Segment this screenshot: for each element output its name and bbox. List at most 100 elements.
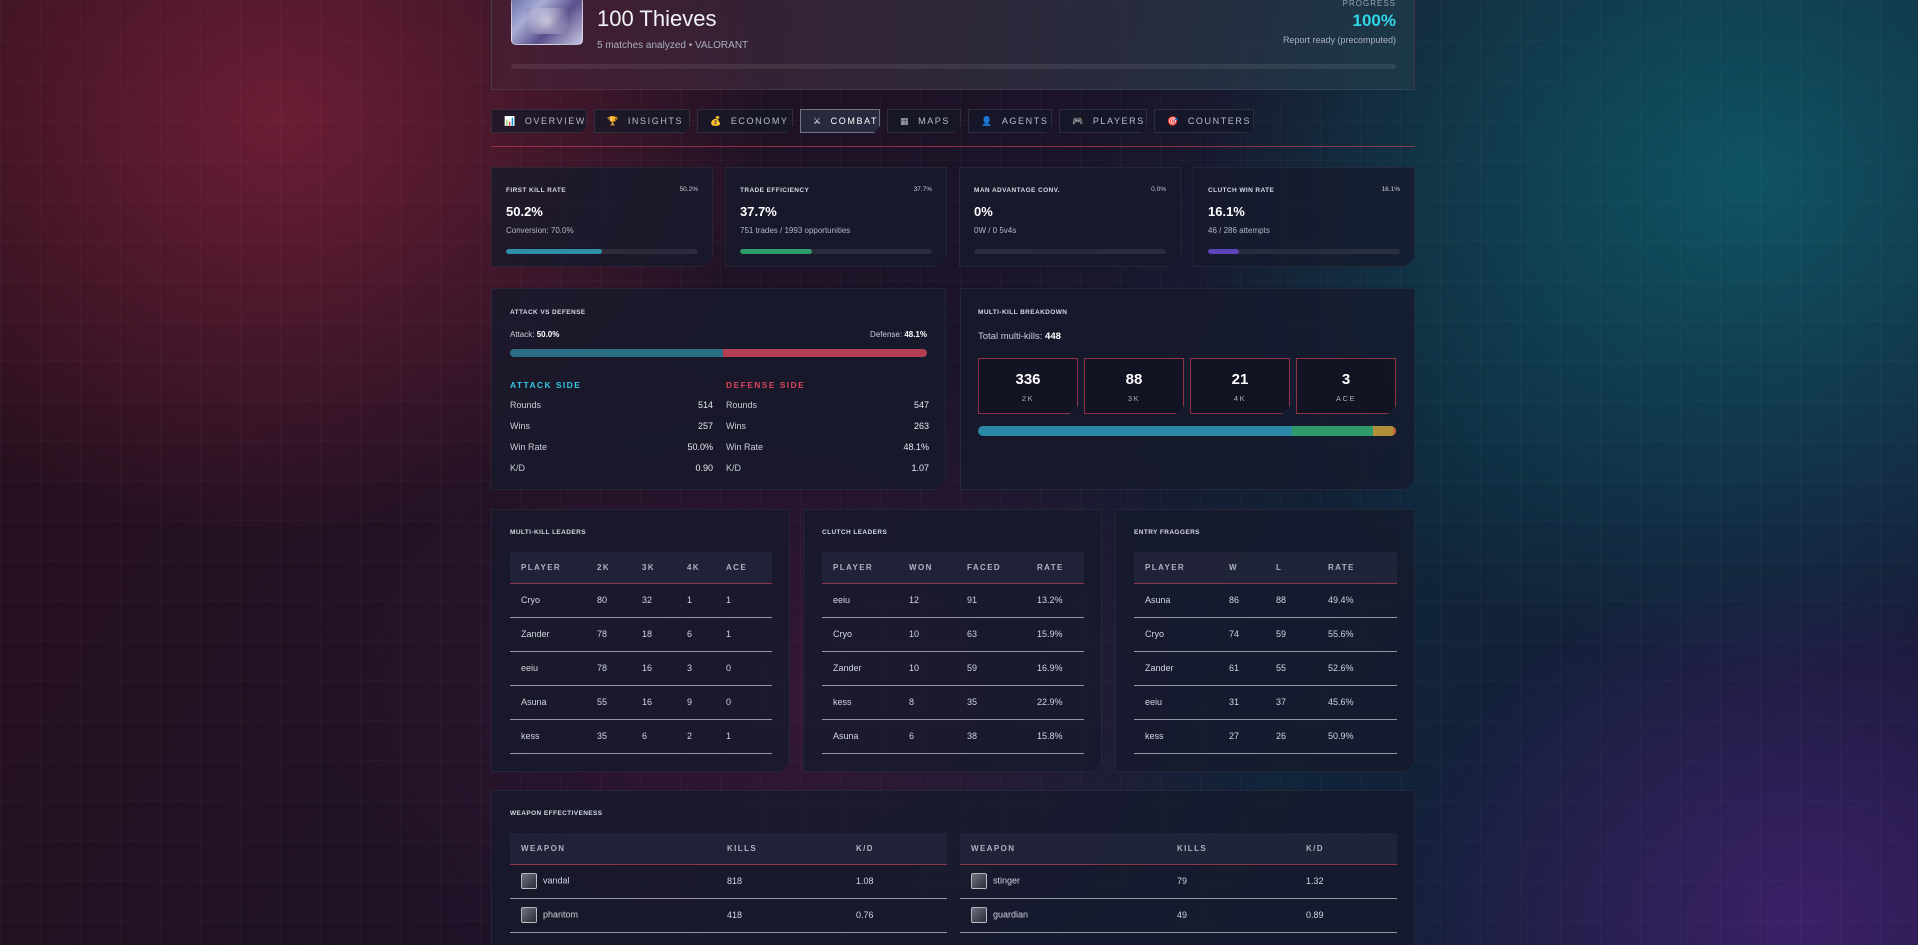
cell-text: phantom — [543, 909, 579, 920]
row-value-cell: 27 — [1218, 719, 1265, 753]
stat-card-clutch-win-rate: CLUTCH WIN RATE 16.1% 16.1% 46 / 286 attemp… — [1193, 167, 1415, 267]
table-header: PLAYER 2K 3K 4K ACE — [510, 552, 772, 583]
row-value-cell: 61 — [1218, 651, 1265, 685]
cell-text: 10 — [909, 629, 920, 639]
cell-text: 6 — [909, 731, 915, 741]
column-2k[interactable]: 2K — [586, 552, 631, 583]
tab-maps[interactable]: ▦ MAPS — [887, 109, 961, 133]
table-row[interactable]: eeiu 12 91 13.2% — [822, 583, 1084, 617]
row-value-cell: 0 — [715, 685, 772, 719]
table-row[interactable]: Zander 61 55 52.6% — [1134, 651, 1397, 685]
stat-title: CLUTCH WIN RATE — [1208, 187, 1275, 194]
row-value-cell: 91 — [956, 583, 1026, 617]
multi-kill-count: 88 — [1125, 371, 1143, 388]
table-row[interactable]: guardian 49 0.89 — [960, 898, 1397, 933]
table-row[interactable]: kess 8 35 22.9% — [822, 685, 1084, 719]
table-row[interactable]: kess 35 6 2 1 — [510, 719, 772, 753]
table-row[interactable]: Asuna 6 38 15.8% — [822, 719, 1084, 753]
multi-kill-segment — [1292, 426, 1374, 436]
side-row-win-rate: Win Rate 50.0% — [510, 442, 713, 456]
progress-label: PROGRESS — [1342, 0, 1396, 8]
column-kills[interactable]: KILLS — [1166, 833, 1295, 865]
row-value-cell: 37 — [1265, 685, 1317, 719]
cell-text: Cryo — [521, 595, 541, 605]
weapon-icon — [521, 907, 537, 923]
table-header: PLAYER W L RATE — [1134, 552, 1397, 583]
column-rate[interactable]: RATE — [1026, 552, 1084, 583]
row-value-cell: 55 — [586, 685, 631, 719]
column-l[interactable]: L — [1265, 552, 1317, 583]
stat-percent: 50.2% — [679, 186, 698, 193]
tab-label: INSIGHTS — [627, 116, 684, 126]
column-k-d[interactable]: K/D — [845, 833, 947, 865]
clutch-leaders-table: PLAYER WON FACED RATE eeiu 12 91 13.2% Cryo 10 63 1… — [822, 552, 1084, 754]
tab-counters[interactable]: 🎯 COUNTERS — [1154, 109, 1254, 133]
column-player[interactable]: PLAYER — [822, 552, 898, 583]
row-name-cell: Cryo — [1134, 617, 1218, 651]
stat-progress-track — [974, 249, 1166, 254]
tab-label: AGENTS — [1001, 116, 1049, 126]
table-row[interactable]: Cryo 80 32 1 1 — [510, 583, 772, 617]
cell-text: eeiu — [1145, 697, 1163, 707]
table-row[interactable]: vandal 818 1.08 — [510, 864, 947, 899]
table-row[interactable]: Cryo 10 63 15.9% — [822, 617, 1084, 651]
weapon-icon — [971, 873, 987, 889]
tab-agents[interactable]: 👤 AGENTS — [968, 109, 1052, 133]
cell-text: 59 — [1276, 629, 1287, 639]
row-name-cell: Zander — [510, 617, 586, 651]
tab-players[interactable]: 🎮 PLAYERS — [1059, 109, 1147, 133]
header-row: PLAYER 2K 3K 4K ACE — [510, 552, 772, 583]
card-title: CLUTCH LEADERS — [822, 529, 888, 536]
column-player[interactable]: PLAYER — [1134, 552, 1218, 583]
tab-insights[interactable]: 🏆 INSIGHTS — [594, 109, 690, 133]
card-title: ATTACK VS DEFENSE — [510, 309, 586, 316]
column-4k[interactable]: 4K — [676, 552, 715, 583]
tab-combat[interactable]: ⚔ COMBAT — [800, 109, 880, 133]
table-row[interactable]: stinger 79 1.32 — [960, 864, 1397, 899]
table-row[interactable]: kess 27 26 50.9% — [1134, 719, 1397, 753]
row-value-cell: 55.6% — [1317, 617, 1397, 651]
column-3k[interactable]: 3K — [631, 552, 676, 583]
tab-economy[interactable]: 💰 ECONOMY — [697, 109, 793, 133]
row-value: 547 — [913, 400, 929, 410]
stat-progress-fill — [1208, 249, 1239, 254]
card-title: WEAPON EFFECTIVENESS — [510, 810, 603, 817]
stat-value: 0% — [974, 204, 993, 219]
row-name-cell: Asuna — [1134, 583, 1218, 617]
column-kills[interactable]: KILLS — [716, 833, 845, 865]
column-weapon[interactable]: WEAPON — [960, 833, 1166, 865]
table-row[interactable]: eeiu 78 16 3 0 — [510, 651, 772, 685]
table-row[interactable]: Zander 78 18 6 1 — [510, 617, 772, 651]
multi-kill-box-2k: 336 2K — [978, 358, 1078, 414]
cell-text: 78 — [597, 629, 608, 639]
table-row[interactable]: Zander 10 59 16.9% — [822, 651, 1084, 685]
table-row[interactable]: Asuna 55 16 9 0 — [510, 685, 772, 719]
column-w[interactable]: W — [1218, 552, 1265, 583]
tab-agents-icon: 👤 — [981, 115, 994, 126]
column-k-d[interactable]: K/D — [1295, 833, 1397, 865]
defense-side-heading: DEFENSE SIDE — [726, 380, 806, 390]
tab-label: ECONOMY — [730, 116, 789, 126]
column-won[interactable]: WON — [898, 552, 956, 583]
weapon-table-left: WEAPON KILLS K/D vandal 818 1.08 phantom 418 0.7… — [510, 833, 947, 933]
column-weapon[interactable]: WEAPON — [510, 833, 716, 865]
table-row[interactable]: Cryo 74 59 55.6% — [1134, 617, 1397, 651]
cell-text: 6 — [642, 731, 648, 741]
cell-text: stinger — [993, 875, 1021, 886]
tab-overview[interactable]: 📊 OVERVIEW — [491, 109, 587, 133]
column-faced[interactable]: FACED — [956, 552, 1026, 583]
cell-text: 15.9% — [1037, 629, 1063, 639]
column-player[interactable]: PLAYER — [510, 552, 586, 583]
row-name-cell: eeiu — [510, 651, 586, 685]
table-row[interactable]: Asuna 86 88 49.4% — [1134, 583, 1397, 617]
table-row[interactable]: phantom 418 0.76 — [510, 898, 947, 933]
multi-kill-segment — [978, 426, 1292, 436]
column-ace[interactable]: ACE — [715, 552, 772, 583]
table-row[interactable]: eeiu 31 37 45.6% — [1134, 685, 1397, 719]
row-value-cell: 35 — [586, 719, 631, 753]
column-rate[interactable]: RATE — [1317, 552, 1397, 583]
row-value-cell: 6 — [631, 719, 676, 753]
row-value-cell: 2 — [676, 719, 715, 753]
table-body: vandal 818 1.08 phantom 418 0.76 — [510, 864, 947, 933]
attack-vs-defense-card: ATTACK VS DEFENSE Attack: 50.0% Defense:… — [491, 288, 946, 490]
